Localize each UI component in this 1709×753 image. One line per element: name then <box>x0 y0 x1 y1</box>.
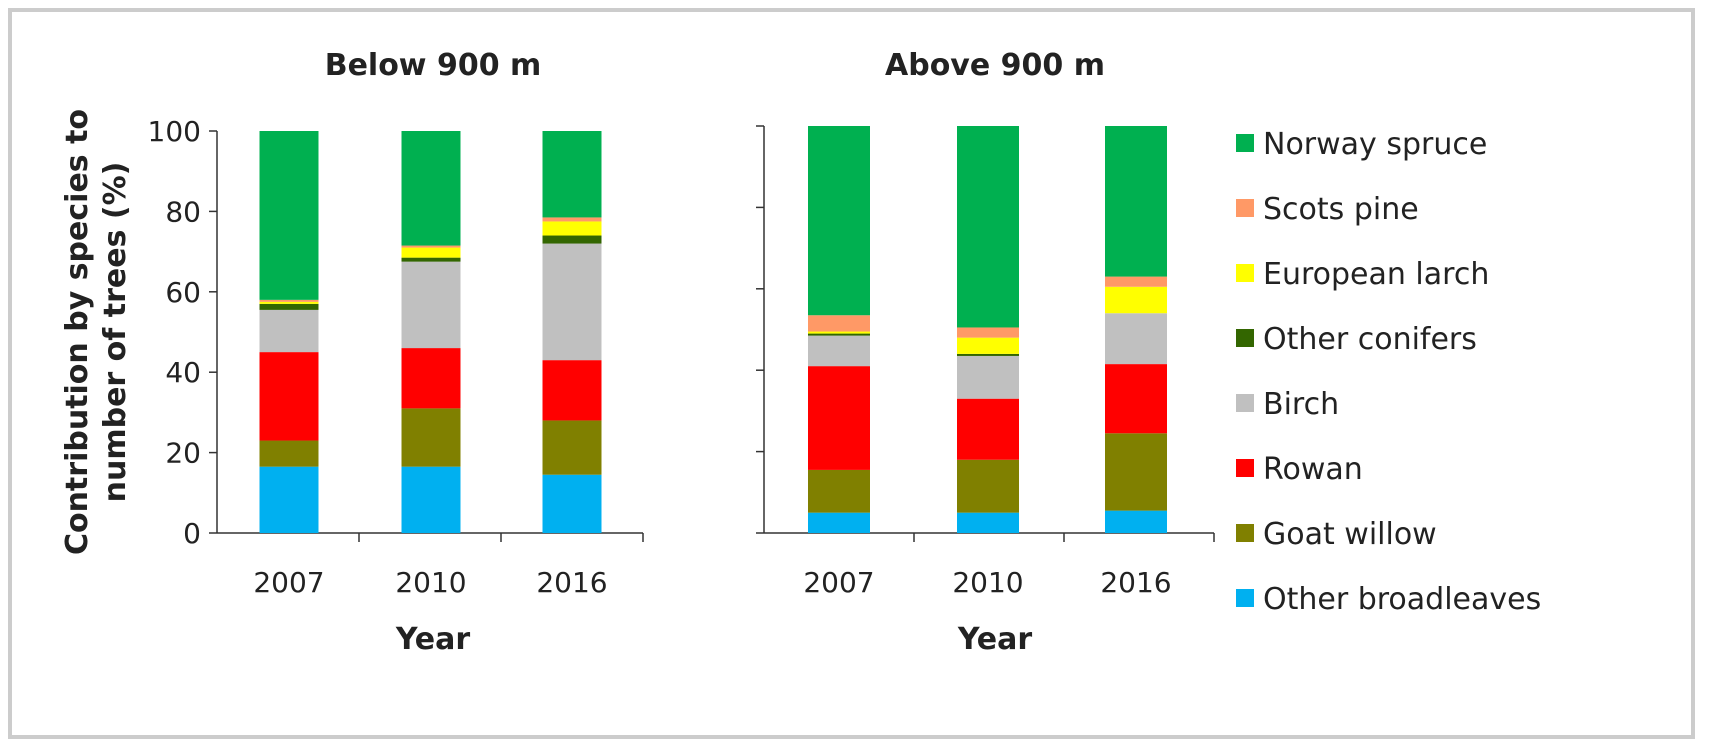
bar-segment-scots-pine <box>259 299 319 302</box>
bar-segment-scots-pine <box>1105 276 1167 287</box>
bar-segment-goat-willow <box>957 459 1019 513</box>
legend-swatch-scots-pine <box>1236 199 1254 217</box>
x-tick-label: 2010 <box>952 566 1023 599</box>
bar-segment-european-larch <box>808 331 870 334</box>
legend-swatch-other-broadleaves <box>1236 589 1254 607</box>
legend-label: Other conifers <box>1263 322 1477 357</box>
legend-swatch-birch <box>1236 394 1254 412</box>
bar-segment-norway-spruce <box>1105 126 1167 277</box>
bar-segment-european-larch <box>259 301 319 304</box>
y-tick-label: 40 <box>165 356 201 389</box>
bar-segment-rowan <box>1105 364 1167 434</box>
bar-segment-european-larch <box>1105 286 1167 314</box>
bar-segment-norway-spruce <box>542 131 602 218</box>
x-tick-label: 2016 <box>1100 566 1171 599</box>
bar-segment-goat-willow <box>259 440 319 467</box>
bar-segment-other-conifers <box>401 257 461 262</box>
bar-segment-goat-willow <box>1105 433 1167 511</box>
bar-segment-other-broadleaves <box>259 466 319 533</box>
x-tick-label: 2016 <box>536 566 607 599</box>
y-axis-label: Contribution by species to number of tree… <box>60 109 133 555</box>
bar-segment-other-broadleaves <box>401 466 461 533</box>
panel-title: Below 900 m <box>325 48 542 83</box>
bar-segment-other-conifers <box>542 235 602 244</box>
x-axis-label: Year <box>395 622 471 657</box>
bar-segment-birch <box>1105 313 1167 365</box>
bar-segment-other-conifers <box>957 353 1019 356</box>
bar-segment-european-larch <box>542 221 602 236</box>
y-tick-label: 20 <box>165 437 201 470</box>
bar-segment-rowan <box>542 360 602 421</box>
bar-segment-rowan <box>808 366 870 470</box>
bar-segment-birch <box>808 335 870 367</box>
y-tick-label: 80 <box>165 195 201 228</box>
x-tick-label: 2007 <box>803 566 874 599</box>
bar-segment-norway-spruce <box>808 126 870 316</box>
bar-segment-rowan <box>259 352 319 441</box>
legend-label: Birch <box>1263 387 1339 422</box>
bar-segment-european-larch <box>401 247 461 258</box>
bar-segment-birch <box>542 243 602 361</box>
bar-segment-scots-pine <box>542 217 602 222</box>
bar-segment-goat-willow <box>542 420 602 475</box>
stacked-bar-chart: Below 900 m 0 20 40 60 80 100 2007 2010 2016 Year A… <box>60 48 1541 657</box>
legend-label: Norway spruce <box>1263 127 1487 162</box>
legend-label: Rowan <box>1263 452 1363 487</box>
legend-swatch-other-conifers <box>1236 329 1254 347</box>
bar-segment-scots-pine <box>808 315 870 332</box>
x-tick-label: 2007 <box>253 566 324 599</box>
bar-segment-goat-willow <box>808 469 870 513</box>
bar-segment-rowan <box>401 348 461 409</box>
bar-segment-birch <box>401 261 461 349</box>
bar-segment-norway-spruce <box>401 131 461 246</box>
legend-swatch-norway-spruce <box>1236 134 1254 152</box>
bar-segment-scots-pine <box>957 327 1019 338</box>
bar-segment-other-conifers <box>259 303 319 310</box>
panel-title: Above 900 m <box>885 48 1105 83</box>
legend-label: Goat willow <box>1263 517 1437 552</box>
bar-segment-other-broadleaves <box>957 512 1019 533</box>
bar-segment-rowan <box>957 398 1019 460</box>
bar-segment-other-broadleaves <box>808 512 870 533</box>
legend-swatch-goat-willow <box>1236 524 1254 542</box>
legend-label: Scots pine <box>1263 192 1419 227</box>
bar-segment-norway-spruce <box>259 131 319 300</box>
bar-segment-birch <box>259 309 319 353</box>
chart-frame: Below 900 m 0 20 40 60 80 100 2007 2010 2016 Year A… <box>8 8 1695 739</box>
legend-swatch-european-larch <box>1236 264 1254 282</box>
y-tick-label: 60 <box>165 276 201 309</box>
x-tick-label: 2010 <box>395 566 466 599</box>
bar-segment-norway-spruce <box>957 126 1019 328</box>
x-axis-label: Year <box>957 622 1033 657</box>
y-tick-label: 0 <box>183 517 201 550</box>
y-tick-label: 100 <box>148 115 201 148</box>
bar-segment-other-broadleaves <box>1105 510 1167 533</box>
legend-label: European larch <box>1263 257 1489 292</box>
legend-label: Other broadleaves <box>1263 582 1541 617</box>
bar-segment-scots-pine <box>401 245 461 248</box>
bar-segment-birch <box>957 355 1019 399</box>
bar-segment-goat-willow <box>401 408 461 467</box>
bar-segment-other-conifers <box>808 333 870 336</box>
legend-swatch-rowan <box>1236 459 1254 477</box>
bar-segment-european-larch <box>957 337 1019 354</box>
bar-segment-other-broadleaves <box>542 474 602 533</box>
